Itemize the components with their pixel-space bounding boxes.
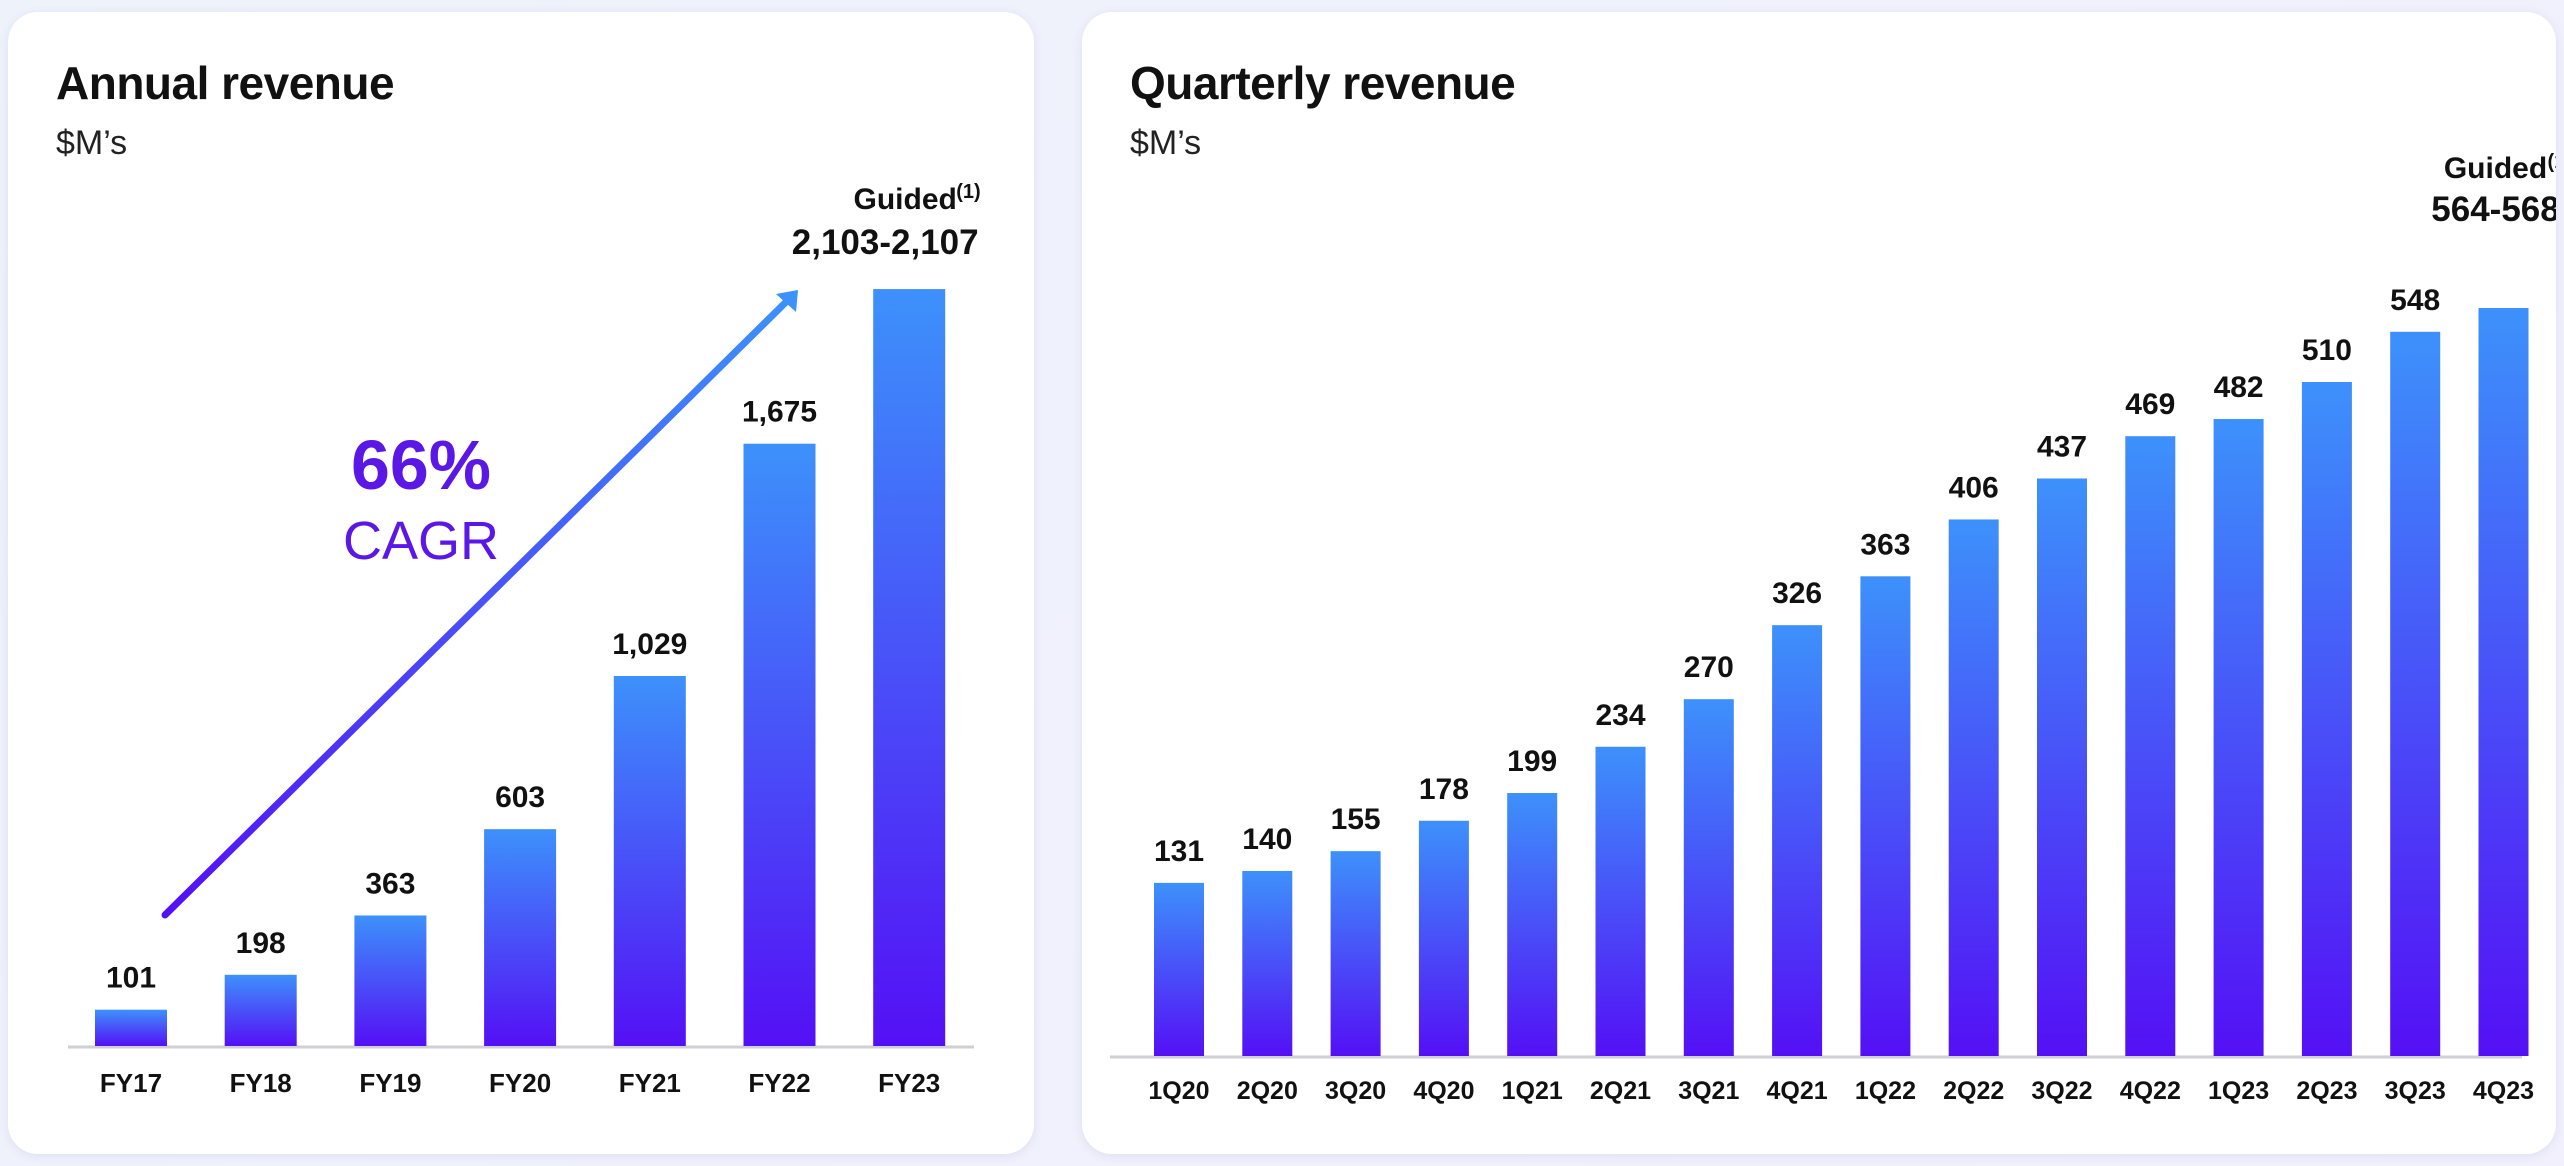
quarterly-value-label: 199 — [1507, 745, 1557, 778]
quarterly-bar — [1683, 699, 1734, 1056]
quarterly-value-label: 140 — [1242, 823, 1292, 856]
quarterly-value-label: 548 — [2390, 284, 2440, 317]
annual-value-label: 363 — [365, 867, 415, 900]
quarterly-category-label: 1Q21 — [1502, 1077, 1563, 1105]
annual-value-label: 101 — [106, 962, 156, 995]
quarterly-bar — [1154, 882, 1204, 1056]
quarterly-guided-footnote: (1) — [2548, 151, 2557, 173]
quarterly-bar — [2125, 436, 2176, 1056]
quarterly-value-label: 482 — [2214, 371, 2264, 404]
quarterly-value-label: 131 — [1154, 835, 1204, 868]
quarterly-value-label: 326 — [1772, 577, 1822, 610]
quarterly-category-label: 2Q21 — [1590, 1077, 1651, 1105]
quarterly-category-label: 3Q20 — [1325, 1077, 1386, 1105]
quarterly-bar — [1772, 625, 1823, 1056]
annual-guided-range: 2,103-2,107 — [792, 223, 979, 262]
quarterly-category-label: 1Q22 — [1855, 1077, 1916, 1105]
annual-bar — [743, 443, 816, 1047]
annual-bar — [484, 829, 557, 1046]
quarterly-bar — [2037, 478, 2087, 1057]
quarterly-bar — [1948, 519, 1999, 1056]
quarterly-category-label: 1Q23 — [2208, 1077, 2269, 1105]
cagr-label: CAGR — [343, 511, 499, 571]
annual-value-label: 1,675 — [742, 396, 817, 429]
quarterly-value-label: 469 — [2125, 388, 2175, 421]
annual-revenue-card: Annual revenue $M’s 101 FY17 198 FY18 363 FY1… — [8, 12, 1034, 1154]
quarterly-category-label: 2Q20 — [1237, 1077, 1298, 1105]
annual-category-label: FY18 — [230, 1068, 292, 1098]
annual-guided-footnote: (1) — [956, 181, 980, 203]
annual-category-label: FY22 — [748, 1068, 810, 1098]
annual-guided-label: Guided — [854, 183, 957, 216]
quarterly-value-label: 510 — [2302, 334, 2352, 367]
quarterly-bar — [2390, 331, 2441, 1056]
annual-category-label: FY19 — [359, 1068, 421, 1098]
quarterly-category-label: 2Q22 — [1943, 1077, 2004, 1105]
quarterly-value-label: 270 — [1684, 651, 1734, 684]
quarterly-value-label: 406 — [1949, 471, 1999, 504]
quarterly-bar — [1330, 851, 1381, 1056]
quarterly-category-label: 3Q21 — [1678, 1077, 1739, 1105]
annual-bar — [354, 915, 427, 1046]
annual-revenue-unit: $M’s — [56, 124, 128, 162]
quarterly-category-label: 4Q23 — [2473, 1077, 2534, 1105]
quarterly-bar — [1507, 793, 1558, 1056]
cagr-value: 66% — [351, 426, 491, 504]
cagr-arrow-head — [776, 290, 798, 312]
quarterly-category-label: 4Q22 — [2120, 1077, 2181, 1105]
annual-category-label: FY20 — [489, 1068, 551, 1098]
quarterly-bar — [2301, 382, 2352, 1056]
quarterly-category-label: 1Q20 — [1148, 1077, 1209, 1105]
quarterly-value-label: 155 — [1331, 803, 1381, 836]
quarterly-bar — [1595, 746, 1646, 1056]
quarterly-category-label: 3Q22 — [2031, 1077, 2092, 1105]
annual-bar — [95, 1009, 167, 1046]
annual-value-label: 603 — [495, 781, 545, 814]
annual-bar — [873, 289, 946, 1046]
annual-bar — [613, 675, 686, 1046]
quarterly-revenue-card: Quarterly revenue $M’s 131 1Q20 140 2Q20 155… — [1082, 12, 2556, 1154]
annual-revenue-title: Annual revenue — [56, 57, 395, 109]
quarterly-bar — [1242, 870, 1293, 1056]
quarterly-category-label: 2Q23 — [2296, 1077, 2357, 1105]
quarterly-bar — [2213, 419, 2264, 1057]
annual-bar — [224, 974, 297, 1046]
quarterly-revenue-title: Quarterly revenue — [1130, 57, 1516, 109]
annual-value-label: 198 — [236, 927, 286, 960]
quarterly-value-label: 363 — [1860, 528, 1910, 561]
quarterly-value-label: 178 — [1419, 773, 1469, 806]
annual-value-label: 1,029 — [612, 628, 687, 661]
quarterly-bar — [1860, 576, 1911, 1056]
quarterly-bar — [1418, 820, 1469, 1056]
annual-category-label: FY23 — [878, 1068, 940, 1098]
annual-category-label: FY21 — [619, 1068, 681, 1098]
annual-revenue-chart: 101 FY17 198 FY18 363 FY19 603 FY20 1,029 FY21 1,6… — [68, 181, 981, 1098]
quarterly-guided-range: 564-568 — [2431, 190, 2556, 229]
annual-category-label: FY17 — [100, 1068, 162, 1098]
quarterly-category-label: 4Q21 — [1767, 1077, 1828, 1105]
quarterly-category-label: 4Q20 — [1413, 1077, 1474, 1105]
quarterly-value-label: 234 — [1595, 699, 1645, 732]
quarterly-bar — [2478, 308, 2529, 1056]
quarterly-guided-label: Guided — [2444, 152, 2547, 185]
cagr-arrow — [161, 298, 790, 919]
quarterly-value-label: 437 — [2037, 430, 2087, 463]
quarterly-revenue-unit: $M’s — [1130, 124, 1202, 162]
quarterly-category-label: 3Q23 — [2385, 1077, 2446, 1105]
quarterly-revenue-chart: 131 1Q20 140 2Q20 155 3Q20 178 4Q20 199 1Q21 234 2Q… — [1110, 151, 2557, 1105]
